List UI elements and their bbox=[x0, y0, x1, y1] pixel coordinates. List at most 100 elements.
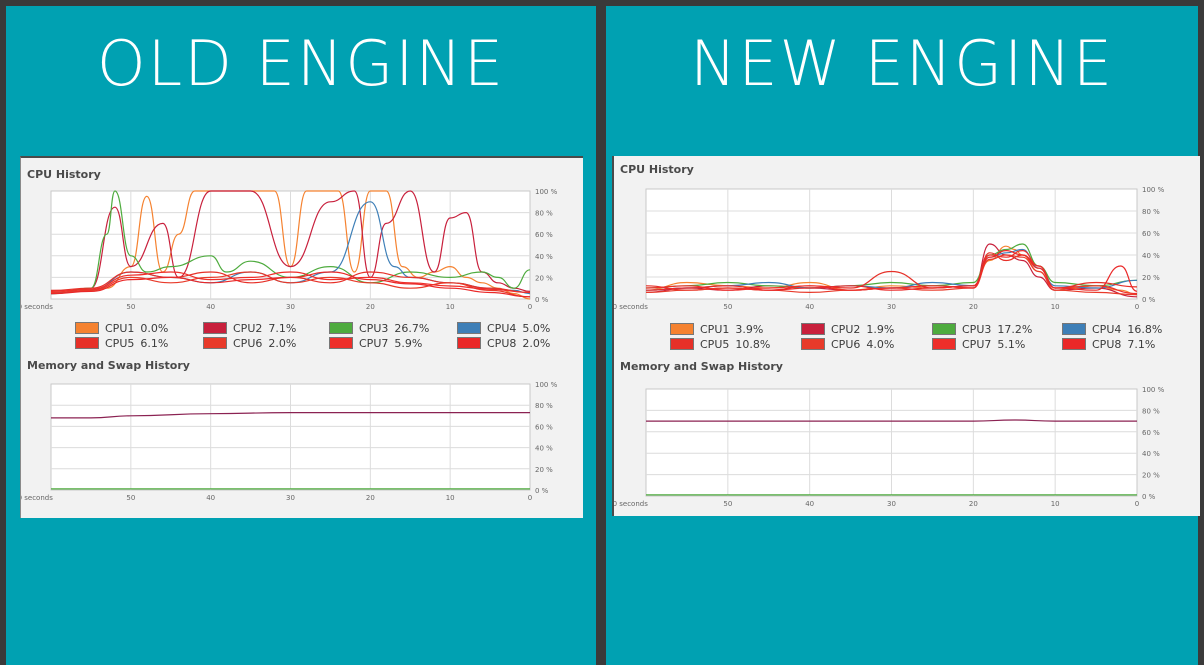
legend-item-cpu4[interactable]: CPU4 5.0% bbox=[457, 321, 550, 335]
y-tick-label: 80 % bbox=[1142, 407, 1160, 415]
legend-item-cpu6[interactable]: CPU6 4.0% bbox=[801, 337, 894, 351]
legend-item-cpu1[interactable]: CPU1 0.0% bbox=[75, 321, 168, 335]
x-tick-label: 0 bbox=[1135, 303, 1139, 311]
legend-cpu-value: 26.7% bbox=[394, 321, 430, 335]
legend-cpu-name: CPU6 bbox=[831, 337, 861, 351]
series-line-cpu8 bbox=[50, 271, 531, 298]
color-swatch[interactable] bbox=[203, 337, 227, 349]
legend-cpu-name: CPU4 bbox=[487, 321, 517, 335]
legend-cpu-value: 5.9% bbox=[394, 336, 423, 350]
cpu-history-graph: 60 seconds 50 40 30 20 10 0 100 % 80 % 60 % 40 % 20… bbox=[21, 188, 558, 311]
x-tick-label: 30 bbox=[286, 303, 295, 311]
legend-cpu-value: 2.0% bbox=[268, 336, 297, 350]
legend-cpu-name: CPU8 bbox=[487, 336, 517, 350]
y-tick-label: 40 % bbox=[1142, 252, 1160, 260]
y-tick-label: 100 % bbox=[535, 381, 558, 389]
color-swatch[interactable] bbox=[932, 338, 956, 350]
y-tick-label: 60 % bbox=[535, 423, 553, 431]
legend-cpu-value: 2.0% bbox=[522, 336, 551, 350]
x-tick-label: 50 bbox=[723, 303, 732, 311]
y-tick-label: 100 % bbox=[1142, 186, 1165, 194]
x-tick-label: 0 bbox=[528, 303, 532, 311]
y-tick-label: 20 % bbox=[535, 274, 553, 282]
legend-cpu-name: CPU4 bbox=[1092, 322, 1122, 336]
new-engine-panel: NEW ENGINE CPU History 60 seconds 50 40 30 2… bbox=[606, 6, 1200, 665]
x-tick-label: 40 bbox=[206, 303, 215, 311]
y-tick-label: 60 % bbox=[1142, 230, 1160, 238]
y-tick-label: 40 % bbox=[535, 445, 553, 453]
x-tick-label: 50 bbox=[126, 494, 135, 502]
color-swatch[interactable] bbox=[801, 338, 825, 350]
color-swatch[interactable] bbox=[75, 337, 99, 349]
legend-cpu-name: CPU8 bbox=[1092, 337, 1122, 351]
y-tick-label: 100 % bbox=[535, 188, 558, 196]
system-monitor-screenshot: CPU History 60 seconds 50 40 30 20 10 0 100 % 80… bbox=[612, 156, 1200, 516]
panel-title: OLD ENGINE bbox=[96, 27, 506, 100]
legend-item-cpu7[interactable]: CPU7 5.1% bbox=[932, 337, 1025, 351]
legend-cpu-value: 1.9% bbox=[866, 322, 895, 336]
x-tick-label: 60 seconds bbox=[20, 494, 53, 502]
legend-cpu-value: 3.9% bbox=[735, 322, 764, 336]
x-tick-label: 30 bbox=[286, 494, 295, 502]
x-tick-label: 60 seconds bbox=[612, 500, 648, 508]
color-swatch[interactable] bbox=[329, 322, 353, 334]
memory-swap-history-graph: 60 seconds 50 40 30 20 10 0 100 % 80 % 60 % 40 % 20… bbox=[20, 381, 558, 502]
legend-cpu-name: CPU2 bbox=[831, 322, 861, 336]
color-swatch[interactable] bbox=[457, 322, 481, 334]
x-tick-label: 20 bbox=[969, 500, 978, 508]
y-tick-label: 20 % bbox=[1142, 274, 1160, 282]
legend-item-cpu5[interactable]: CPU5 6.1% bbox=[75, 336, 168, 350]
y-tick-label: 80 % bbox=[535, 402, 553, 410]
series-line-cpu8 bbox=[645, 249, 1138, 292]
legend-cpu-value: 10.8% bbox=[735, 337, 771, 351]
x-tick-label: 0 bbox=[1135, 500, 1139, 508]
color-swatch[interactable] bbox=[329, 337, 353, 349]
legend-item-cpu5[interactable]: CPU5 10.8% bbox=[670, 337, 770, 351]
memory-swap-history-title: Memory and Swap History bbox=[27, 359, 190, 372]
legend-cpu-value: 16.8% bbox=[1127, 322, 1163, 336]
legend-cpu-name: CPU3 bbox=[359, 321, 389, 335]
legend-item-cpu2[interactable]: CPU2 1.9% bbox=[801, 322, 894, 336]
color-swatch[interactable] bbox=[457, 337, 481, 349]
memory-swap-history-title: Memory and Swap History bbox=[620, 360, 783, 373]
series-line-cpu7 bbox=[50, 271, 531, 294]
y-tick-label: 20 % bbox=[535, 466, 553, 474]
color-swatch[interactable] bbox=[801, 323, 825, 335]
series-line-cpu6 bbox=[50, 271, 531, 298]
x-tick-label: 20 bbox=[366, 494, 375, 502]
legend-cpu-value: 5.0% bbox=[522, 321, 551, 335]
legend-item-cpu7[interactable]: CPU7 5.9% bbox=[329, 336, 422, 350]
color-swatch[interactable] bbox=[932, 323, 956, 335]
legend-item-cpu4[interactable]: CPU4 16.8% bbox=[1062, 322, 1162, 336]
history-graphs: 60 seconds 50 40 30 20 10 0 100 % 80 % 60 % 40 % 20… bbox=[612, 186, 1165, 508]
series-line-cpu3 bbox=[50, 190, 531, 295]
color-swatch[interactable] bbox=[670, 323, 694, 335]
legend-item-cpu2[interactable]: CPU2 7.1% bbox=[203, 321, 296, 335]
x-tick-label: 20 bbox=[366, 303, 375, 311]
series-line-cpu2 bbox=[50, 190, 531, 295]
y-tick-label: 40 % bbox=[535, 253, 553, 261]
legend-cpu-name: CPU5 bbox=[700, 337, 730, 351]
x-tick-label: 40 bbox=[805, 303, 814, 311]
legend-cpu-value: 7.1% bbox=[268, 321, 297, 335]
series-line-memory bbox=[645, 419, 1137, 422]
y-tick-label: 0 % bbox=[1142, 296, 1156, 304]
legend-item-cpu3[interactable]: CPU3 17.2% bbox=[932, 322, 1032, 336]
x-tick-label: 10 bbox=[446, 303, 455, 311]
color-swatch[interactable] bbox=[75, 322, 99, 334]
color-swatch[interactable] bbox=[1062, 338, 1086, 350]
legend-item-cpu8[interactable]: CPU8 7.1% bbox=[1062, 337, 1155, 351]
color-swatch[interactable] bbox=[670, 338, 694, 350]
color-swatch[interactable] bbox=[203, 322, 227, 334]
memory-swap-history-graph: 60 seconds 50 40 30 20 10 0 100 % 80 % 60 % 40 % 20… bbox=[612, 386, 1165, 508]
x-tick-label: 30 bbox=[887, 303, 896, 311]
legend-item-cpu6[interactable]: CPU6 2.0% bbox=[203, 336, 296, 350]
legend-item-cpu3[interactable]: CPU3 26.7% bbox=[329, 321, 429, 335]
x-tick-label: 10 bbox=[1051, 500, 1060, 508]
y-tick-label: 0 % bbox=[535, 487, 549, 495]
legend-item-cpu1[interactable]: CPU1 3.9% bbox=[670, 322, 763, 336]
color-swatch[interactable] bbox=[1062, 323, 1086, 335]
legend-item-cpu8[interactable]: CPU8 2.0% bbox=[457, 336, 550, 350]
y-tick-label: 60 % bbox=[535, 231, 553, 239]
legend-cpu-name: CPU2 bbox=[233, 321, 263, 335]
